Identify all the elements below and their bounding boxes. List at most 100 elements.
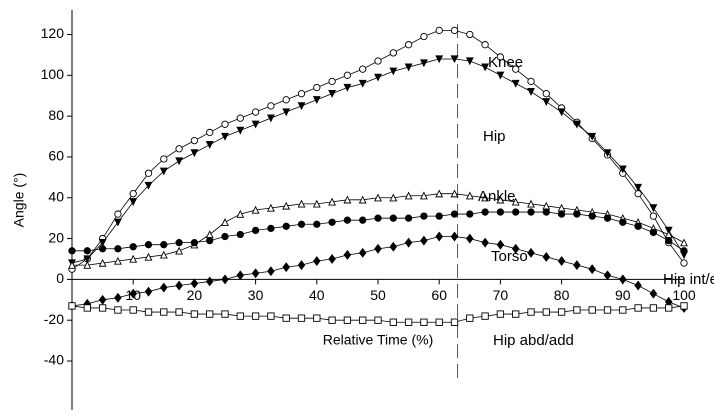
marker (496, 53, 505, 61)
marker (404, 237, 413, 248)
marker (343, 249, 352, 260)
marker (680, 302, 688, 310)
marker (98, 304, 107, 312)
marker (512, 208, 520, 216)
y-tick-label: 120 (41, 25, 65, 41)
marker (266, 114, 275, 123)
marker (282, 96, 290, 104)
marker (573, 210, 581, 218)
marker (404, 191, 413, 200)
marker (404, 41, 413, 49)
marker (511, 243, 520, 254)
marker (465, 57, 474, 66)
marker (374, 73, 382, 82)
marker (221, 232, 229, 241)
x-tick-label: 80 (554, 287, 570, 303)
marker (435, 26, 443, 35)
marker (450, 55, 459, 64)
marker (83, 304, 91, 312)
marker (450, 231, 459, 242)
x-tick-label: 30 (248, 287, 264, 303)
marker (221, 218, 229, 226)
marker (358, 247, 367, 258)
marker (389, 214, 397, 222)
marker (557, 308, 566, 316)
marker (557, 108, 566, 117)
marker (206, 236, 214, 245)
marker (313, 220, 321, 228)
marker (527, 208, 535, 216)
y-tick-label: 40 (48, 188, 64, 204)
y-tick-label: -40 (44, 352, 64, 368)
marker (527, 87, 535, 96)
marker (251, 108, 260, 116)
marker (680, 247, 688, 255)
marker (175, 157, 184, 166)
marker (527, 77, 535, 86)
x-tick-label: 20 (187, 287, 203, 303)
marker (221, 120, 229, 128)
marker (481, 193, 490, 202)
marker (450, 210, 459, 218)
series (68, 302, 688, 326)
marker (511, 79, 520, 88)
marker (466, 233, 474, 244)
y-tick-label: 60 (48, 148, 64, 164)
marker (374, 243, 382, 254)
marker (435, 231, 443, 242)
marker (619, 218, 627, 226)
marker (542, 208, 550, 216)
x-tick-label: 60 (431, 287, 447, 303)
series-label: Knee (488, 54, 523, 71)
series (68, 189, 688, 269)
marker (374, 193, 382, 202)
marker (511, 197, 520, 206)
marker (114, 306, 122, 314)
marker (343, 71, 352, 79)
marker (374, 214, 382, 222)
marker (205, 276, 214, 287)
marker (496, 195, 505, 204)
series-label: Hip int/ext (663, 271, 714, 288)
marker (358, 79, 367, 88)
marker (129, 254, 138, 263)
marker (481, 237, 489, 248)
y-tick-label: -20 (44, 311, 64, 327)
marker (297, 102, 306, 111)
marker (297, 314, 306, 322)
marker (175, 145, 183, 153)
marker (649, 288, 658, 299)
marker (328, 316, 336, 324)
marker (282, 108, 291, 117)
marker (435, 212, 443, 220)
marker (557, 210, 566, 218)
marker (129, 198, 138, 207)
marker (496, 208, 505, 216)
marker (236, 230, 244, 239)
marker (450, 318, 459, 326)
marker (129, 306, 137, 314)
marker (114, 292, 122, 303)
marker (665, 304, 673, 312)
marker (466, 30, 474, 39)
marker (175, 280, 183, 291)
marker (603, 149, 612, 158)
marker (144, 181, 153, 190)
marker (236, 270, 245, 281)
marker (619, 274, 627, 285)
marker (343, 195, 352, 204)
marker (404, 214, 413, 222)
marker (649, 212, 658, 220)
marker (588, 264, 596, 275)
series-label: Hip abd/add (493, 332, 574, 349)
marker (359, 316, 367, 324)
marker (343, 83, 352, 92)
marker (206, 128, 214, 137)
marker (251, 268, 260, 279)
marker (466, 314, 474, 322)
series (68, 208, 688, 255)
marker (313, 256, 321, 266)
marker (481, 208, 489, 216)
marker (68, 260, 76, 269)
marker (313, 83, 321, 92)
